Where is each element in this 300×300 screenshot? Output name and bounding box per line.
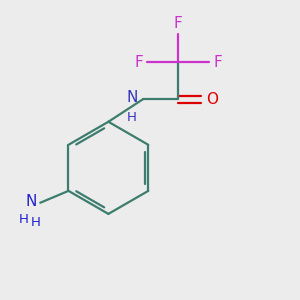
Text: H: H <box>31 216 41 229</box>
Text: H: H <box>19 213 29 226</box>
Text: F: F <box>174 16 183 31</box>
Text: F: F <box>213 55 222 70</box>
Text: F: F <box>135 55 143 70</box>
Text: N: N <box>127 91 138 106</box>
Text: H: H <box>126 111 136 124</box>
Text: O: O <box>206 92 218 107</box>
Text: N: N <box>26 194 37 209</box>
